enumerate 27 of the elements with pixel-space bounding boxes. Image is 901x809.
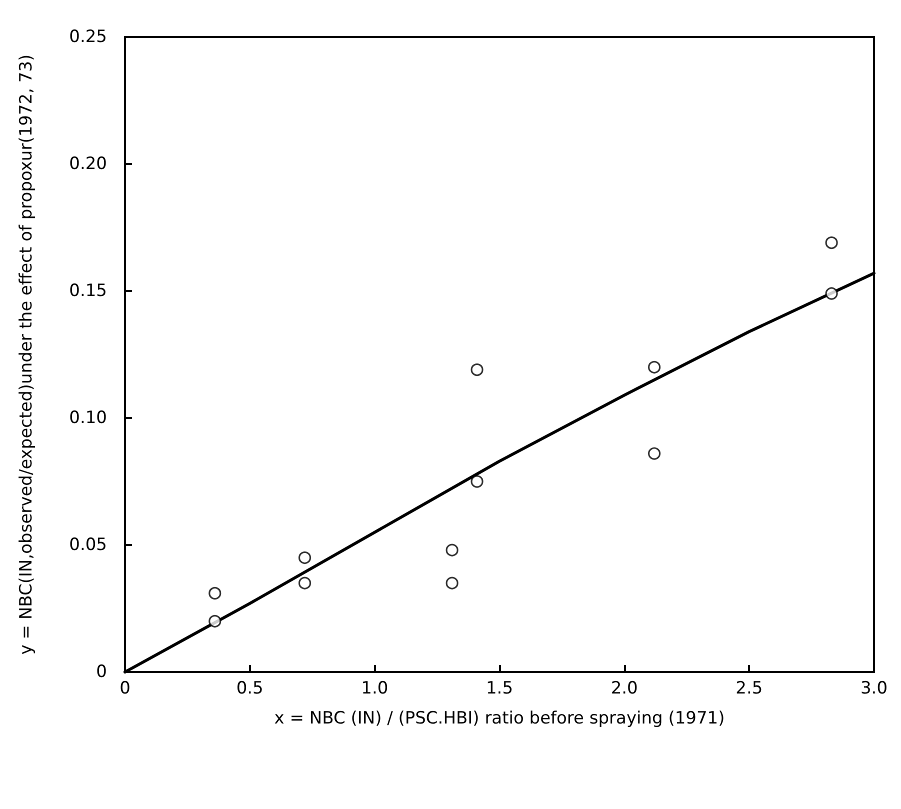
point xyxy=(648,447,661,460)
point xyxy=(825,287,838,300)
point xyxy=(208,586,222,600)
y-tick-label: 0.20 xyxy=(69,154,107,174)
y-tick-label: 0.25 xyxy=(69,27,107,47)
point xyxy=(298,551,312,564)
point xyxy=(446,576,458,590)
point xyxy=(825,236,838,250)
point xyxy=(470,363,484,376)
point xyxy=(446,544,458,556)
x-tick-label: 1.0 xyxy=(361,678,388,698)
y-tick-label: 0.10 xyxy=(69,408,107,428)
x-tick-label: 1.5 xyxy=(486,678,514,698)
x-axis-title: x = NBC (IN) / (PSC.HBI) ratio before spraying (1971) xyxy=(274,708,725,728)
x-tick-label: 2.5 xyxy=(736,678,763,698)
point xyxy=(648,360,661,374)
point xyxy=(298,576,312,590)
point xyxy=(208,614,222,628)
y-tick-label: 0 xyxy=(96,662,107,682)
x-tick-label: 2.0 xyxy=(610,678,638,698)
y-tick-label: 0.05 xyxy=(69,535,107,555)
y-tick-label: 0.15 xyxy=(69,281,107,301)
x-tick-label: 0.5 xyxy=(236,678,264,698)
y-axis-title: y = NBC(IN,observed/expected)under the effect of propoxur(1972, 73) xyxy=(16,54,36,655)
x-tick-label: 0 xyxy=(120,678,130,698)
x-tick-label: 3.0 xyxy=(860,678,888,698)
point xyxy=(470,475,484,488)
